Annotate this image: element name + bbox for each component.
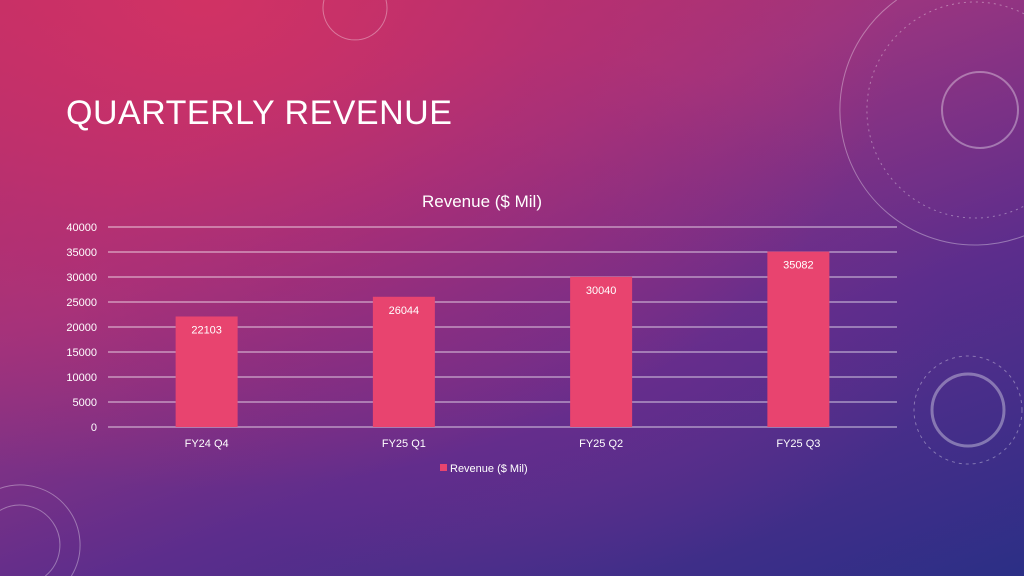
slide-title: QUARTERLY REVENUE: [66, 94, 453, 132]
x-tick-label: FY25 Q2: [579, 438, 623, 450]
y-tick-label: 10000: [66, 372, 97, 384]
bar[interactable]: [175, 316, 238, 427]
deco-circle: [0, 504, 61, 576]
legend-swatch: [440, 464, 447, 471]
data-label: 22103: [191, 324, 222, 336]
deco-dashed-ring: [913, 355, 1023, 465]
x-tick-label: FY24 Q4: [185, 438, 229, 450]
y-tick-label: 40000: [66, 222, 97, 234]
y-tick-label: 25000: [66, 297, 97, 309]
x-tick-label: FY25 Q1: [382, 438, 426, 450]
x-tick-label: FY25 Q3: [776, 438, 820, 450]
bar[interactable]: [372, 296, 435, 427]
legend-label[interactable]: Revenue ($ Mil): [450, 463, 528, 475]
data-label: 30040: [586, 285, 617, 297]
data-label: 35082: [783, 260, 814, 272]
bar[interactable]: [570, 276, 633, 427]
data-label: 26044: [389, 305, 420, 317]
y-tick-label: 20000: [66, 322, 97, 334]
y-tick-label: 35000: [66, 247, 97, 259]
deco-circle: [322, 0, 388, 41]
y-tick-label: 15000: [66, 347, 97, 359]
deco-ring: [930, 372, 1006, 448]
y-tick-label: 30000: [66, 272, 97, 284]
y-tick-label: 0: [91, 422, 97, 434]
deco-ring: [941, 71, 1019, 149]
deco-dial-ticks: [866, 1, 1024, 219]
bar[interactable]: [767, 251, 830, 427]
chart-title: Revenue ($ Mil): [422, 192, 542, 211]
deco-dial: [839, 0, 1024, 246]
deco-circle: [0, 484, 81, 576]
y-tick-label: 5000: [73, 397, 97, 409]
